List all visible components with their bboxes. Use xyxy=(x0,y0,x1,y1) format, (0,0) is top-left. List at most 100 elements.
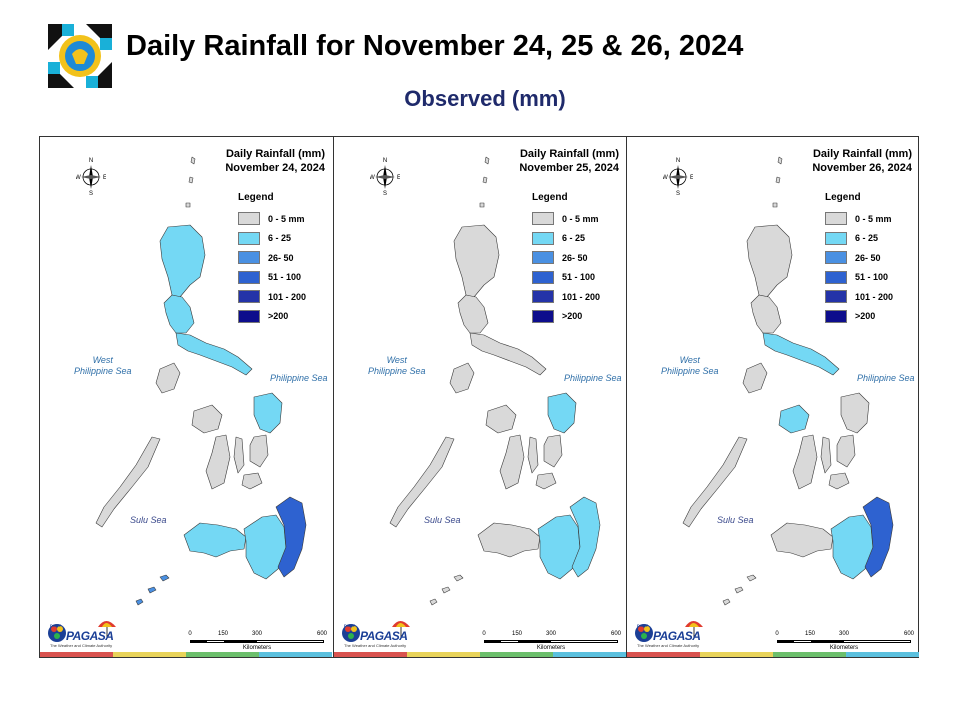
legend-swatch xyxy=(825,309,847,323)
compass-rose-icon: N S E W xyxy=(75,155,107,197)
region-bicol xyxy=(175,332,253,376)
legend: Legend 0 - 5 mm 6 - 25 26- 50 51 - 100 101 -… xyxy=(825,192,915,326)
compass-rose-icon: N S E W xyxy=(369,155,401,197)
legend-label: 26- 50 xyxy=(855,252,881,263)
legend-item: 51 - 100 xyxy=(825,268,915,288)
legend-item: 101 - 200 xyxy=(532,287,622,307)
region-samar xyxy=(840,392,870,434)
map-title-line1: Daily Rainfall (mm) xyxy=(812,148,912,160)
legend-label: 6 - 25 xyxy=(855,233,879,244)
region-mindanao-center xyxy=(830,514,874,580)
svg-text:W: W xyxy=(76,175,81,181)
region-sulu xyxy=(429,598,438,606)
footer-color-stripe xyxy=(334,652,626,657)
svg-text:S: S xyxy=(383,191,387,195)
legend-label: 51 - 100 xyxy=(855,272,889,283)
legend-item: 26- 50 xyxy=(532,248,622,268)
philippine-sea-label: Philippine Sea xyxy=(564,373,622,383)
legend-item: 51 - 100 xyxy=(238,268,328,288)
legend-label: 101 - 200 xyxy=(562,291,601,302)
legend-item: 0 - 5 mm xyxy=(532,209,622,229)
region-negros xyxy=(499,434,525,490)
region-sulu xyxy=(159,574,170,582)
legend-label: >200 xyxy=(855,311,876,322)
region-sulu xyxy=(441,586,451,594)
region-sulu xyxy=(746,574,757,582)
philippines-rainfall-map xyxy=(682,156,894,606)
page-subtitle: Observed (mm) xyxy=(404,86,566,111)
legend-item: 51 - 100 xyxy=(532,268,622,288)
page-title: Daily Rainfall for November 24, 25 & 26,… xyxy=(126,30,744,62)
region-bicol xyxy=(762,332,840,376)
legend-swatch xyxy=(825,212,847,226)
scale-bar: 0 150 300 600 Kilometers xyxy=(188,631,328,651)
west-philippine-sea-label: West Philippine Sea xyxy=(74,355,132,376)
legend-swatch xyxy=(238,309,260,323)
map-title: Daily Rainfall (mm) November 26, 2024 xyxy=(802,147,912,175)
legend-swatch xyxy=(825,231,847,245)
region-north-luzon xyxy=(159,224,206,298)
legend-swatch xyxy=(238,270,260,284)
legend-item: 0 - 5 mm xyxy=(825,209,915,229)
region-bicol xyxy=(469,332,547,376)
svg-text:N: N xyxy=(676,158,680,164)
map-date: November 25, 2024 xyxy=(519,162,619,174)
svg-text:W: W xyxy=(370,175,375,181)
map-date: November 24, 2024 xyxy=(225,162,325,174)
legend-item: 26- 50 xyxy=(825,248,915,268)
legend-item: 6 - 25 xyxy=(825,229,915,249)
philippines-rainfall-map xyxy=(389,156,601,606)
svg-text:N: N xyxy=(89,158,93,164)
legend-swatch xyxy=(532,251,554,265)
sulu-sea-label: Sulu Sea xyxy=(130,515,167,525)
region-mindanao-east xyxy=(862,496,894,578)
legend-label: 51 - 100 xyxy=(268,272,302,283)
sulu-sea-label: Sulu Sea xyxy=(717,515,754,525)
scale-bar: 0 150 300 600 Kilometers xyxy=(482,631,622,651)
svg-text:W: W xyxy=(663,175,668,181)
legend-label: >200 xyxy=(268,311,289,322)
philippines-rainfall-map xyxy=(95,156,307,606)
region-north-luzon xyxy=(746,224,793,298)
pagasa-logo xyxy=(48,24,112,88)
legend-label: 0 - 5 mm xyxy=(855,213,892,224)
legend-item: 26- 50 xyxy=(238,248,328,268)
region-sulu xyxy=(135,598,144,606)
region-panay xyxy=(485,404,517,434)
legend-swatch xyxy=(532,290,554,304)
legend-swatch xyxy=(532,270,554,284)
scale-bar: 0 150 300 600 Kilometers xyxy=(775,631,915,651)
legend-label: 6 - 25 xyxy=(562,233,586,244)
region-mindanao-west xyxy=(770,522,834,558)
legend-item: >200 xyxy=(532,307,622,327)
region-sulu xyxy=(147,586,157,594)
legend-title: Legend xyxy=(532,192,568,203)
region-samar xyxy=(547,392,577,434)
region-mindanao-east xyxy=(275,496,307,578)
legend-title: Legend xyxy=(238,192,274,203)
region-central-luzon xyxy=(750,294,782,334)
sulu-sea-label: Sulu Sea xyxy=(424,515,461,525)
svg-text:E: E xyxy=(103,175,106,181)
rainfall-map-panel: N S E W Daily Rainfall (mm) November 24,… xyxy=(40,137,332,657)
legend-swatch xyxy=(825,251,847,265)
pagasa-brand-logo: DOST PAGASA The Weather and Climate Auth… xyxy=(633,615,707,649)
map-date: November 26, 2024 xyxy=(812,162,912,174)
legend-item: 6 - 25 xyxy=(532,229,622,249)
legend-label: 101 - 200 xyxy=(855,291,894,302)
svg-text:E: E xyxy=(690,175,693,181)
legend-item: >200 xyxy=(825,307,915,327)
legend-item: 0 - 5 mm xyxy=(238,209,328,229)
region-mindanao-west xyxy=(477,522,541,558)
legend: Legend 0 - 5 mm 6 - 25 26- 50 51 - 100 101 -… xyxy=(532,192,622,326)
philippine-sea-label: Philippine Sea xyxy=(270,373,328,383)
pagasa-brand-logo: DOST PAGASA The Weather and Climate Auth… xyxy=(340,615,414,649)
legend-label: 26- 50 xyxy=(562,252,588,263)
rainfall-map-panel: N S E W Daily Rainfall (mm) November 25,… xyxy=(333,137,626,657)
legend-item: >200 xyxy=(238,307,328,327)
svg-text:E: E xyxy=(397,175,400,181)
west-philippine-sea-label: West Philippine Sea xyxy=(661,355,719,376)
legend-swatch xyxy=(238,251,260,265)
legend-item: 6 - 25 xyxy=(238,229,328,249)
region-mindanao-east xyxy=(569,496,601,578)
